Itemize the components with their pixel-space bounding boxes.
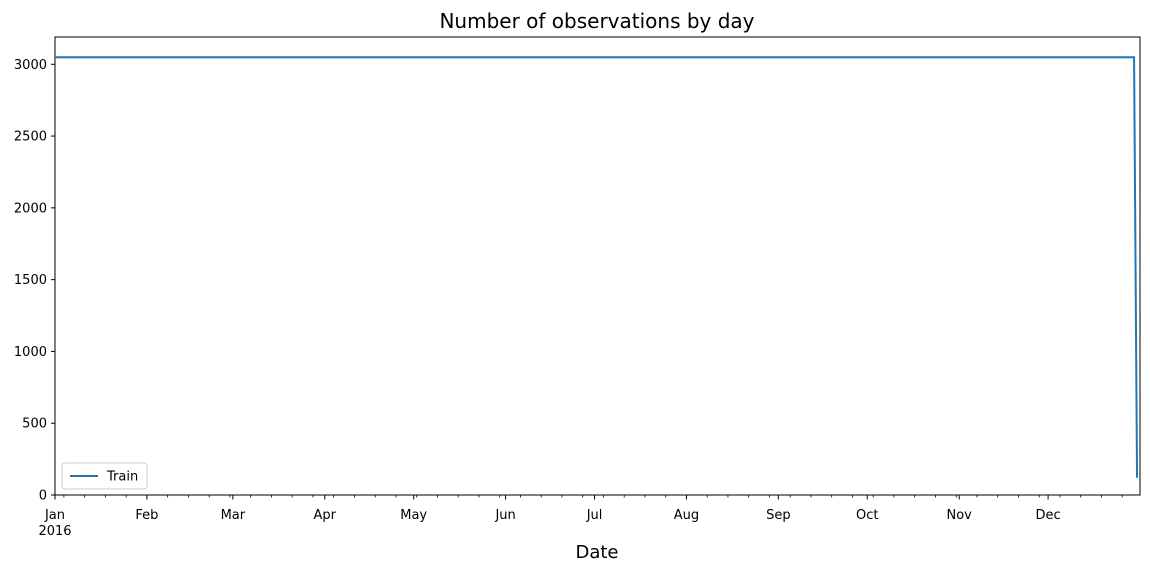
x-tick-label: Jun — [494, 508, 515, 523]
x-tick-label: Aug — [674, 508, 699, 523]
x-tick-label: Apr — [314, 508, 337, 523]
x-year-label: 2016 — [38, 524, 71, 539]
chart-title: Number of observations by day — [439, 9, 754, 33]
y-tick-label: 0 — [39, 489, 47, 504]
legend-box — [61, 462, 148, 490]
y-tick-label: 1000 — [14, 345, 47, 360]
x-tick-label: May — [400, 508, 427, 523]
y-tick-label: 2500 — [14, 130, 47, 145]
x-tick-label: Nov — [946, 508, 972, 523]
y-tick-label: 1500 — [14, 273, 47, 288]
y-tick-label: 3000 — [14, 58, 47, 73]
x-tick-label: Jul — [586, 508, 603, 523]
x-axis-title: Date — [575, 542, 618, 563]
plot-area: 0 500 1000 1500 2000 2500 3000 Jan Feb Mar Apr May J… — [14, 36, 1141, 539]
x-tick-label: Sep — [766, 508, 791, 523]
series-line-train — [55, 56, 1139, 478]
x-tick-label: Oct — [856, 508, 878, 523]
legend-label: Train — [106, 470, 138, 485]
x-tick-label: Jan — [44, 508, 65, 523]
x-tick-label: Feb — [135, 508, 158, 523]
x-tick-label: Dec — [1036, 508, 1061, 523]
x-tick-label: Mar — [221, 508, 246, 523]
y-tick-label: 2000 — [14, 201, 47, 216]
axes-frame — [54, 36, 1141, 496]
y-tick-label: 500 — [22, 417, 47, 432]
